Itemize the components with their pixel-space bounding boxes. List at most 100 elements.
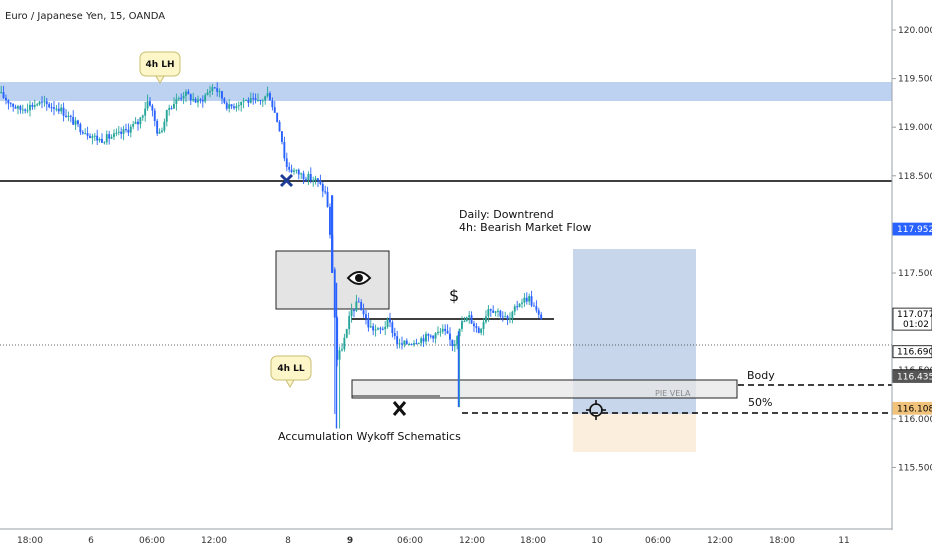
candle-body bbox=[19, 106, 22, 110]
price-tag bbox=[892, 370, 932, 383]
candle-body bbox=[108, 134, 111, 139]
candles bbox=[0, 82, 543, 429]
candle-body bbox=[324, 191, 327, 193]
candle-body bbox=[362, 310, 365, 315]
candle-body bbox=[461, 321, 463, 329]
candle-body bbox=[468, 315, 471, 318]
candle-body bbox=[312, 180, 315, 182]
candle-body bbox=[144, 108, 147, 116]
candle-body bbox=[96, 135, 99, 141]
candle-body bbox=[338, 350, 341, 360]
dollar-note: $ bbox=[449, 286, 459, 305]
candle-body bbox=[192, 98, 195, 101]
candle-body bbox=[285, 158, 288, 167]
ll-label: 4h LL bbox=[277, 364, 305, 374]
candle-body bbox=[509, 318, 511, 320]
candle-body bbox=[384, 326, 387, 330]
candle-body bbox=[199, 99, 202, 101]
candle-body bbox=[89, 135, 91, 138]
x-tick-label: 18:00 bbox=[769, 536, 795, 546]
candle-body bbox=[7, 100, 10, 104]
candle-body bbox=[60, 107, 63, 112]
candle-body bbox=[300, 173, 303, 175]
x-tick-label: 12:00 bbox=[201, 536, 227, 546]
time-axis-ticks: 18:00 6 06:00 12:00 8 9 06:00 12:00 18:00 10 06:00… bbox=[17, 536, 850, 546]
candle-body bbox=[249, 98, 252, 103]
symbol-title: Euro / Japanese Yen, 15, OANDA bbox=[5, 11, 165, 22]
candle-body bbox=[401, 343, 403, 345]
candle-body bbox=[295, 169, 298, 171]
candle-body bbox=[33, 105, 36, 107]
y-tick-label: 118.500 bbox=[898, 172, 932, 182]
price-tag bbox=[892, 345, 932, 359]
candle-body bbox=[489, 309, 492, 311]
candle-body bbox=[405, 340, 408, 345]
candle-body bbox=[501, 316, 504, 318]
candle-body bbox=[197, 99, 199, 103]
candle-body bbox=[314, 178, 317, 181]
candle-body bbox=[38, 101, 41, 105]
candle-body bbox=[458, 328, 461, 337]
candle-body bbox=[218, 91, 221, 93]
candle-body bbox=[398, 343, 401, 345]
candle-body bbox=[463, 321, 466, 323]
candle-body bbox=[413, 343, 415, 345]
candle-body bbox=[216, 88, 219, 92]
countdown-label: 01:02 bbox=[903, 320, 929, 330]
candle-body bbox=[228, 104, 231, 109]
x-tick-label: 6 bbox=[88, 536, 94, 546]
candle-body bbox=[153, 110, 156, 121]
candle-body bbox=[194, 98, 197, 103]
candle-body bbox=[237, 105, 240, 107]
candle-body bbox=[103, 142, 106, 144]
candle-body bbox=[269, 93, 271, 101]
candle-body bbox=[444, 328, 447, 331]
candle-body bbox=[180, 98, 183, 100]
candle-body bbox=[221, 91, 223, 99]
candle-body bbox=[317, 178, 319, 181]
candle-body bbox=[261, 100, 264, 102]
x-tick-label: 06:00 bbox=[397, 536, 423, 546]
candle-body bbox=[540, 314, 543, 320]
candle-body bbox=[151, 105, 154, 111]
candle-body bbox=[475, 326, 478, 328]
candle-body bbox=[170, 108, 173, 110]
candle-body bbox=[319, 180, 322, 184]
fourh-note: 4h: Bearish Market Flow bbox=[459, 221, 591, 234]
x-tick-label: 10 bbox=[591, 536, 603, 546]
y-tick-label: 119.000 bbox=[898, 123, 932, 133]
candle-body bbox=[449, 333, 451, 340]
candle-body bbox=[17, 106, 19, 109]
candle-body bbox=[2, 92, 5, 98]
candle-body bbox=[453, 344, 456, 347]
candle-body bbox=[209, 91, 211, 93]
x-tick-label: 8 bbox=[285, 536, 291, 546]
x-tick-label: 12:00 bbox=[459, 536, 485, 546]
candle-body bbox=[98, 138, 101, 141]
candle-body bbox=[149, 101, 151, 106]
candle-body bbox=[141, 115, 144, 118]
candle-body bbox=[485, 316, 487, 322]
candle-body bbox=[139, 117, 142, 125]
candle-body bbox=[283, 141, 286, 159]
candle-body bbox=[470, 315, 473, 324]
candle-body bbox=[93, 135, 96, 137]
candle-body bbox=[264, 96, 267, 101]
candle-body bbox=[223, 98, 226, 103]
candle-body bbox=[494, 311, 497, 313]
candle-body bbox=[252, 98, 255, 100]
body-note: Body bbox=[747, 369, 775, 382]
candle-body bbox=[91, 136, 94, 138]
candle-body bbox=[307, 174, 310, 181]
candle-body bbox=[57, 108, 60, 112]
price-tag bbox=[892, 222, 932, 236]
candle-body bbox=[386, 319, 389, 327]
candle-body bbox=[276, 112, 279, 122]
lh-callout: 4h LH bbox=[139, 51, 181, 85]
candle-body bbox=[127, 129, 130, 133]
candle-body bbox=[437, 331, 439, 334]
candle-body bbox=[132, 124, 135, 127]
candle-body bbox=[5, 97, 7, 101]
candle-body bbox=[393, 333, 396, 337]
